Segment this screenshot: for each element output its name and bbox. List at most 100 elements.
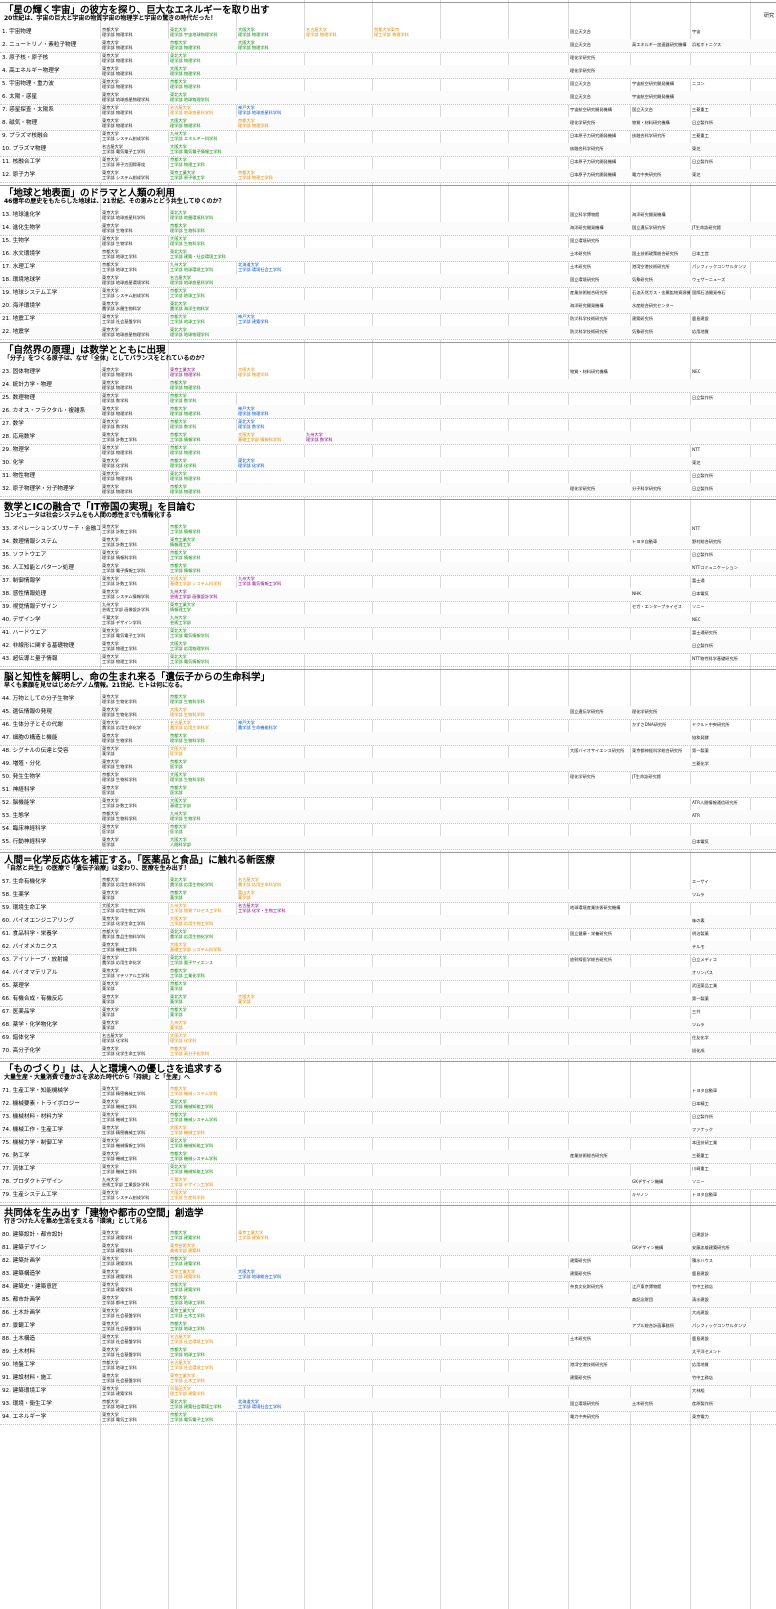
institution-cell[interactable]: オリンパス (692, 970, 713, 975)
university-cell[interactable]: 東京大学 理学部 地球惑星環境学科 (102, 275, 168, 285)
table-row[interactable]: 35. ソフトウエア 東京大学 理学部 情報科学科 京都大学 工学部 情報学科 日立製作所 (0, 549, 776, 563)
university-cell[interactable]: 東京工業大学 情報理工学 (170, 537, 236, 547)
university-cell[interactable]: 千葉大学 工学部 デザイン学科 (102, 615, 168, 625)
institution-cell[interactable]: 竹中工務店 (692, 1375, 713, 1380)
university-cell[interactable]: 神戸大学 農学部 生命機能科学 (238, 720, 304, 730)
university-cell[interactable]: 大阪大学 工学部 機械工学科 (170, 1125, 236, 1135)
row-label[interactable]: 67. 医薬品学 (2, 1009, 36, 1015)
university-cell[interactable]: 大阪大学 基礎工学部 情報科学科 (238, 432, 304, 442)
institution-cell[interactable]: 鹿島建設 (692, 316, 709, 321)
row-label[interactable]: 11. 核融合工学 (2, 159, 41, 165)
table-row[interactable]: 1. 宇宙物理 京都大学 理学部 物理学科 東北大学 理学部 宇宙地球物理学科 大阪大学理… (0, 26, 776, 40)
table-row[interactable]: 72. 機械要素・トライボロジー 東京大学 工学部 機械工学科 東北大学 工学部 機械知… (0, 1098, 776, 1112)
institution-cell[interactable]: 第一製薬 (692, 996, 709, 1001)
row-label[interactable]: 74. 機械工作・生産工学 (2, 1127, 64, 1133)
table-row[interactable]: 85. 都市計画学 東京大学 工学部 都市工学科 京都大学 工学部 地球工学科 森記念財団… (0, 1294, 776, 1308)
university-cell[interactable]: 東京大学 理学部 生物化学科 (102, 694, 168, 704)
row-label[interactable]: 75. 機械力学・制御工学 (2, 1140, 64, 1146)
institution-cell[interactable]: ウェザーニューズ (692, 277, 726, 282)
table-row[interactable]: 78. プロダクトデザイン 九州大学 芸術工学部 工業設計学科 千葉大学 工学部 デザイ… (0, 1176, 776, 1190)
university-cell[interactable]: 東京大学 工学部 建築学科 (102, 1386, 168, 1396)
institution-cell[interactable]: GKデザイン機構 (632, 1179, 664, 1184)
table-row[interactable]: 49. 増殖・分化 東京大学 理学部 生物学科 京都大学 医学部 三菱化学 (0, 758, 776, 772)
university-cell[interactable]: 大阪大学 基礎工学部 システム科学科 (170, 576, 236, 586)
table-row[interactable]: 94. エネルギー学 東京大学 工学部 電気工学科 京都大学 工学部 電気電子工学科 電力… (0, 1411, 776, 1425)
row-label[interactable]: 22. 地震学 (2, 329, 30, 335)
institution-cell[interactable]: 理化学研究所 (570, 486, 596, 491)
university-cell[interactable]: 東京大学 工学部 機械工学科 (102, 1151, 168, 1161)
row-label[interactable]: 68. 薬学・化学物化学 (2, 1022, 58, 1028)
university-cell[interactable]: 東北大学 工学部 建築・社会環境工学科 (170, 249, 236, 259)
institution-cell[interactable]: 大阪バイオサイエンス研究所 (570, 748, 625, 753)
row-label[interactable]: 59. 環境生命工学 (2, 905, 47, 911)
university-cell[interactable]: 大阪大学 工学部 電気電子情報工学科 (170, 144, 236, 154)
institution-cell[interactable]: 東芝 (692, 146, 701, 151)
university-cell[interactable]: 東京大学 理学部 物理学科 (102, 40, 168, 50)
university-cell[interactable]: 京都大学 理学部 物理学科 (238, 118, 304, 128)
institution-cell[interactable]: 防災科学技術研究所 (570, 316, 608, 321)
institution-cell[interactable]: トヨタ自動車 (692, 1192, 718, 1197)
table-row[interactable]: 87. 景観工学 東京大学 工学部 社会基盤学科 京都大学 工学部 地球工学科 アプル総合… (0, 1320, 776, 1334)
university-cell[interactable]: 東京大学 理学部 数学科 (102, 393, 168, 403)
university-cell[interactable]: 京都大学 工学部 物理工学科 (238, 170, 304, 180)
table-row[interactable]: 90. 地盤工学 京都大学 工学部 地球工学科 名古屋大学 工学部 社会環境工学科 港湾空… (0, 1359, 776, 1373)
university-cell[interactable]: 名古屋大学 工学部 化学・生物工学科 (238, 903, 304, 913)
institution-cell[interactable]: 国際石油開発帝石 (692, 290, 726, 295)
university-cell[interactable]: 九州大学 芸術工学部 工業設計学科 (102, 1177, 168, 1187)
table-row[interactable]: 50. 発生生物学 京都大学 理学部 生物科学科 大阪大学 理学部 生物科学科 理化学研究… (0, 771, 776, 785)
university-cell[interactable]: 東京大学 理学部 物理学科 (102, 118, 168, 128)
institution-cell[interactable]: 国立天文台 (632, 107, 653, 112)
table-row[interactable]: 64. バイオマテリアル 東京大学 工学部 マテリアル工学科 京都大学 工学部 工業化学… (0, 967, 776, 981)
row-label[interactable]: 4. 高エネルギー物理学 (2, 68, 60, 74)
table-row[interactable]: 73. 機械材料・材料力学 東京大学 工学部 機械工学科 京都大学 工学部 機械システム… (0, 1111, 776, 1125)
university-cell[interactable]: 東京大学 理学部 地球惑星科学科 (102, 210, 168, 220)
institution-cell[interactable]: 気象研究所 (632, 329, 653, 334)
table-row[interactable]: 52. 脳機能学 東京大学 工学部 計数工学科 大阪大学 基礎工学部 ATR人間情報通信研… (0, 797, 776, 811)
university-cell[interactable]: 東京大学 理学部 物理学科 (102, 66, 168, 76)
university-cell[interactable]: 京都大学 工学部 機械システム学科 (170, 1112, 236, 1122)
university-cell[interactable]: 富山大学 薬学部 (238, 890, 304, 900)
row-label[interactable]: 71. 生産工学・知能機械学 (2, 1088, 69, 1094)
table-row[interactable]: 76. 熱工学 東京大学 工学部 機械工学科 京都大学 工学部 機械システム学科 産業技術… (0, 1150, 776, 1164)
university-cell[interactable]: 大阪大学 理学部 生物科学科 (170, 707, 236, 717)
institution-cell[interactable]: JT生命誌研究館 (692, 225, 721, 230)
university-cell[interactable]: 京都大学 工学部 建築学科 (170, 1230, 236, 1240)
university-cell[interactable]: 東京大学 工学部 建築学科 (102, 1269, 168, 1279)
university-cell[interactable]: 東京大学 農学部 応用生命化学 (102, 720, 168, 730)
table-row[interactable]: 38. 感性情報処理 東京大学 工学部 システム情報学科 九州大学 芸術工学部 画像設計… (0, 588, 776, 602)
row-label[interactable]: 36. 人工知能とパターン処理 (2, 565, 74, 571)
institution-cell[interactable]: 大林組 (692, 1388, 705, 1393)
institution-cell[interactable]: NTTコミュニケーション (692, 565, 738, 570)
university-cell[interactable]: 京都大学 理学部 生物科学科 (170, 694, 236, 704)
row-label[interactable]: 79. 生産システム工学 (2, 1192, 58, 1198)
university-cell[interactable]: 九州大学 工学部 物質プロセス工学科 (170, 903, 236, 913)
university-cell[interactable]: 東京大学 理学部 地球惑星物理学科 (102, 327, 168, 337)
row-label[interactable]: 92. 建築環境工学 (2, 1388, 47, 1394)
row-label[interactable]: 1. 宇宙物理 (2, 29, 32, 35)
university-cell[interactable]: 東北大学 農学部 応用生物化学科 (170, 929, 236, 939)
table-row[interactable]: 44. 万物としての分子生物学 東京大学 理学部 生物化学科 京都大学 理学部 生物科学… (0, 693, 776, 707)
university-cell[interactable]: 東京大学 工学部 社会基盤学科 (102, 1321, 168, 1331)
row-label[interactable]: 72. 機械要素・トライボロジー (2, 1101, 80, 1107)
university-cell[interactable]: 東北大学 農学部 応用生物化学科 (170, 877, 236, 887)
row-label[interactable]: 61. 食品科学・栄養学 (2, 931, 58, 937)
university-cell[interactable]: 東北大学 薬学部 (170, 994, 236, 1004)
table-row[interactable]: 21. 地震工学 東京大学 工学部 社会基盤学科 京都大学 工学部 地球工学科 神戸大学工… (0, 313, 776, 327)
institution-cell[interactable]: 日立製作所 (692, 120, 713, 125)
university-cell[interactable]: 大阪大学 人間科学部 (170, 837, 236, 847)
university-cell[interactable]: 東京大学 工学部 精密機械工学科 (102, 1086, 168, 1096)
university-cell[interactable]: 京都大学 工学部 機械システム学科 (170, 1151, 236, 1161)
institution-cell[interactable]: 建築研究所 (570, 1271, 591, 1276)
row-label[interactable]: 26. カオス・フラクタル・複雑系 (2, 408, 86, 414)
row-label[interactable]: 52. 脳機能学 (2, 800, 36, 806)
university-cell[interactable]: 東北大学 理学部 地圏環境科学科 (170, 210, 236, 220)
university-cell[interactable]: 東北大学 工学部 機械知能工学科 (170, 1099, 236, 1109)
university-cell[interactable]: 大阪大学 理学部 物理学科 (238, 27, 304, 37)
university-cell[interactable]: 東京大学 理学部 化学科 (102, 458, 168, 468)
row-label[interactable]: 24. 統計力学・物理 (2, 382, 52, 388)
row-label[interactable]: 62. バイオメカニクス (2, 944, 58, 950)
row-label[interactable]: 34. 数理情報システム (2, 539, 58, 545)
institution-cell[interactable]: 日立製作所 (692, 643, 713, 648)
row-label[interactable]: 25. 数理物理 (2, 395, 36, 401)
row-label[interactable]: 42. 非線形に関する基礎物理 (2, 643, 75, 649)
